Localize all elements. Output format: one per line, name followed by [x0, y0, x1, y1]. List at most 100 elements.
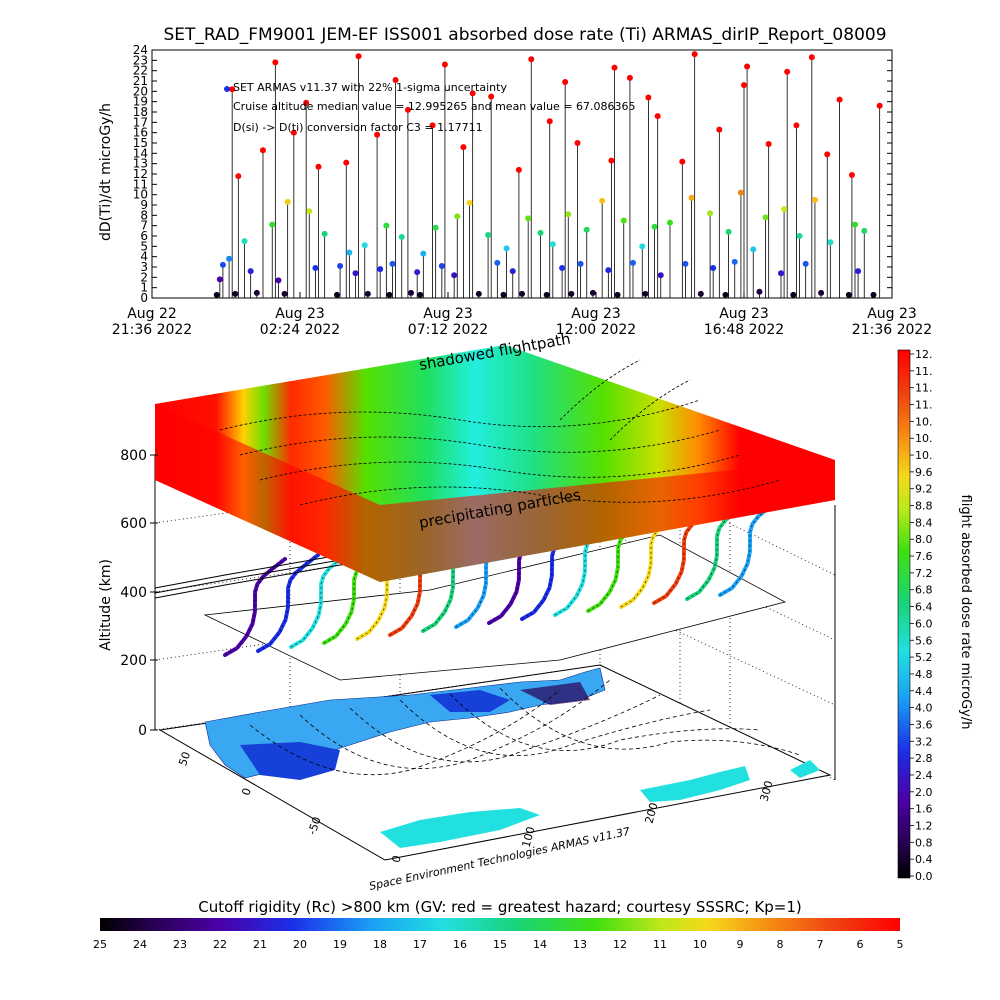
data-point: [639, 243, 646, 250]
orbit-wave-trace: [719, 498, 781, 596]
data-point: [398, 234, 405, 241]
orbit-wave-trace: [686, 502, 748, 600]
data-point: [852, 221, 858, 228]
data-point: [861, 227, 868, 234]
data-point: [756, 288, 763, 295]
data-point: [383, 222, 390, 229]
data-point: [802, 260, 809, 267]
data-point: [337, 262, 344, 269]
y-tick-label: 5: [140, 239, 148, 253]
y-tick-label: 14: [133, 146, 148, 160]
dose-colorbar-tick-label: 10.: [915, 415, 933, 428]
data-point: [796, 233, 803, 239]
data-point: [620, 217, 627, 224]
data-point: [667, 219, 673, 226]
data-point: [765, 141, 772, 148]
x-tick-day: Aug 23: [719, 306, 769, 322]
data-point: [855, 268, 862, 275]
data-point: [725, 228, 732, 235]
data-point: [432, 224, 439, 231]
y-tick-label: 24: [133, 43, 148, 57]
data-point: [626, 74, 633, 81]
data-point: [762, 214, 769, 221]
rigidity-colorbar-tick-label: 7: [817, 938, 824, 951]
orbit-wave-trace: [620, 510, 682, 608]
dose-colorbar-tick-label: 2.4: [915, 769, 933, 782]
data-point: [500, 291, 507, 298]
data-point: [577, 260, 584, 267]
data-point: [731, 258, 738, 265]
precip-layer-front: [155, 404, 835, 582]
data-point: [284, 198, 291, 205]
chart-title: SET_RAD_FM9001 JEM-EF ISS001 absorbed do…: [163, 25, 886, 45]
data-point: [460, 144, 467, 151]
dose-colorbar: 12. 11. 11. 11. 10. 10. 10. 9.6 9.2 8.8 8.4 8.0 7.6 7…: [897, 348, 973, 883]
x-tick-day: Aug 22: [127, 306, 177, 322]
data-point: [272, 59, 279, 66]
data-point: [389, 260, 396, 267]
x-tick-time: 12:00 2022: [556, 322, 636, 338]
dose-colorbar-tick-label: 7.2: [915, 567, 933, 580]
data-point: [608, 157, 615, 164]
annotations: SET ARMAS v11.37 with 22% 1-sigma uncert…: [224, 81, 636, 134]
data-point: [303, 99, 310, 106]
data-point: [537, 229, 544, 236]
orbit-wave-trace: [521, 522, 583, 620]
data-point: [509, 268, 516, 275]
orbit-wave-trace: [422, 534, 484, 632]
dose-colorbar-tick-label: 7.6: [915, 550, 933, 563]
data-point: [559, 265, 566, 272]
data-point: [253, 289, 260, 296]
rigidity-colorbar-tick-label: 19: [333, 938, 347, 951]
data-point: [611, 64, 618, 71]
rigidity-colorbar-tick-label: 14: [533, 938, 547, 951]
dose-colorbar-tick-label: 3.6: [915, 718, 933, 731]
data-point: [824, 151, 831, 158]
dose-colorbar-tick-label: 6.0: [915, 617, 933, 630]
dose-colorbar-tick-label: 11.: [915, 399, 933, 412]
data-point: [414, 269, 421, 276]
data-point: [574, 140, 581, 146]
data-point: [525, 215, 532, 222]
data-point: [515, 166, 522, 173]
x-tick-time: 21:36 2022: [852, 322, 932, 338]
x-tick-time: 07:12 2022: [408, 322, 488, 338]
data-point: [707, 210, 714, 217]
dose-colorbar-tick-label: 4.4: [915, 685, 933, 698]
data-point: [642, 290, 649, 297]
rigidity-colorbar-tick-label: 6: [857, 938, 864, 951]
y-tick-label: 20: [133, 84, 148, 98]
x-tick-day: Aug 23: [423, 306, 473, 322]
data-point: [651, 223, 658, 230]
data-point: [343, 159, 350, 166]
dose-colorbar-ticks: 12. 11. 11. 11. 10. 10. 10. 9.6 9.2 8.8 8.4 8.0 7.6 7…: [910, 348, 933, 883]
data-point: [290, 129, 297, 136]
data-point: [275, 277, 282, 284]
data-point: [235, 173, 242, 180]
ground-track: [249, 679, 801, 776]
rigidity-colorbar-label: Cutoff rigidity (Rc) >800 km (GV: red = …: [198, 898, 801, 916]
dose-colorbar-tick-label: 4.0: [915, 702, 933, 715]
dose-colorbar-tick-label: 4.8: [915, 668, 933, 681]
lat-tick-label: -50: [306, 815, 324, 836]
data-point: [216, 276, 223, 283]
rigidity-colorbar-tick-label: 16: [453, 938, 467, 951]
data-point: [306, 208, 313, 215]
rigidity-colorbar-tick-label: 10: [693, 938, 707, 951]
data-point: [213, 291, 220, 298]
data-point: [583, 226, 590, 233]
dose-colorbar-tick-label: 10.: [915, 432, 933, 445]
y-tick-label: 18: [133, 105, 148, 119]
data-point: [451, 272, 458, 279]
z-axis-label: Altitude (km): [98, 559, 114, 651]
orbit-wave-trace: [323, 546, 385, 644]
z-tick-label: 200: [120, 653, 147, 669]
dose-colorbar-tick-label: 8.8: [915, 500, 933, 513]
rigidity-colorbar-tick-label: 12: [613, 938, 627, 951]
data-point: [836, 96, 843, 103]
data-point: [562, 79, 569, 86]
x-tick-day: Aug 23: [571, 306, 621, 322]
data-point: [811, 196, 818, 203]
